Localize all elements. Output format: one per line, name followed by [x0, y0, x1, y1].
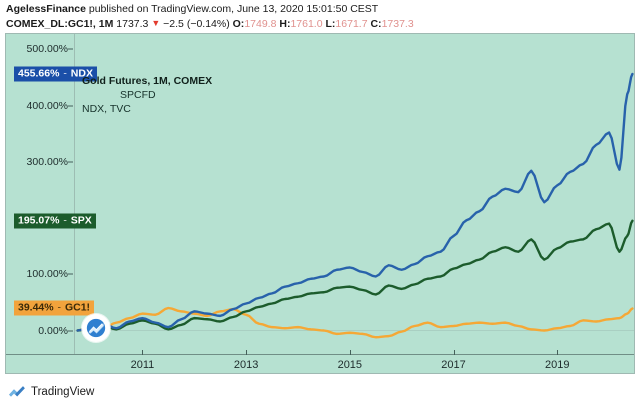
high-key: H: [279, 18, 291, 30]
chart-header: AgelessFinance published on TradingView.… [0, 0, 640, 33]
price-tick-label: 0.00% [38, 324, 68, 337]
price-badge-value: 195.07% [18, 214, 60, 227]
series-line-ndx [76, 72, 634, 332]
time-tick-label: 2017 [441, 359, 466, 371]
price-tick-label: 100.00% [26, 268, 68, 281]
tradingview-logo-icon [9, 385, 25, 396]
price-change: −2.5 (−0.14%) [163, 18, 230, 30]
price-badge-ndx[interactable]: 455.66% - NDX [14, 66, 97, 82]
legend-row-ndx: NDX, TVC [82, 103, 131, 115]
price-badge-symbol: SPX [70, 214, 92, 227]
price-badge-separator: - [60, 67, 70, 80]
price-tick-mark [68, 161, 73, 163]
price-badge-separator: - [54, 301, 64, 314]
price-badge-value: 39.44% [18, 301, 54, 314]
price-tick-label: 400.00% [26, 99, 68, 112]
last-price: 1737.3 [116, 18, 149, 30]
open-key: O: [232, 18, 245, 30]
legend-row-spx: SPCFD [120, 89, 156, 101]
price-tick-mark [68, 105, 73, 106]
price-badge-spx[interactable]: 195.07% - SPX [14, 213, 96, 229]
price-tick-mark [68, 273, 73, 275]
time-tick-mark [142, 350, 144, 355]
plot-background [6, 34, 634, 373]
series-line-gc1 [76, 306, 634, 339]
price-tick-mark [68, 48, 73, 50]
published-text: published on TradingView.com, June 13, 2… [88, 3, 379, 15]
author-name: AgelessFinance [6, 3, 86, 15]
chart-legend: Gold Futures, 1M, COMEX SPCFD NDX, TVC [82, 74, 212, 116]
chart-area[interactable]: 0.00% 100.00% 300.00% 400.00% 500.00% 455.66%… [5, 33, 635, 374]
price-badge-separator: - [60, 214, 70, 227]
high-value: 1761.0 [290, 18, 323, 30]
low-value: 1671.7 [335, 18, 368, 30]
legend-title: Gold Futures, 1M, COMEX [82, 75, 213, 87]
timeframe-label[interactable]: 1M [98, 18, 114, 30]
publication-line: AgelessFinance published on TradingView.… [6, 3, 640, 16]
series-line-spx [76, 219, 634, 332]
tradingview-logo-icon [86, 318, 106, 338]
symbol-quote-line: COMEX_DL:GC1!, 1M 1737.3 ▼ −2.5 (−0.14%)… [6, 17, 640, 31]
time-tick-mark [246, 350, 248, 355]
footer-brand-label: TradingView [31, 385, 95, 398]
time-tick-mark [349, 350, 351, 355]
footer-bar: TradingView [0, 376, 640, 407]
price-tick-label: 500.00% [26, 43, 68, 56]
open-value: 1749.8 [244, 18, 277, 30]
time-scale-divider [6, 354, 634, 355]
price-scale-divider [74, 34, 75, 354]
price-badge-symbol: NDX [70, 67, 93, 80]
time-tick-mark [557, 350, 559, 355]
time-tick-mark [453, 350, 455, 355]
tradingview-watermark-logo [82, 314, 110, 342]
time-tick-label: 2011 [130, 359, 155, 371]
price-badge-symbol: GC1! [64, 301, 91, 314]
time-tick-label: 2019 [544, 359, 570, 371]
price-down-arrow-icon: ▼ [151, 18, 161, 28]
low-key: L: [325, 18, 336, 30]
time-tick-label: 2013 [233, 359, 259, 371]
time-tick-label: 2015 [337, 359, 363, 371]
close-key: C: [370, 18, 382, 30]
price-tick-mark [68, 330, 73, 331]
price-badge-gc1[interactable]: 39.44% - GC1! [14, 300, 95, 316]
close-value: 1737.3 [381, 18, 414, 30]
symbol-ticker[interactable]: COMEX_DL:GC1!, [6, 18, 96, 30]
price-tick-label: 300.00% [26, 155, 68, 168]
price-badge-value: 455.66% [18, 67, 60, 80]
series-plot [75, 72, 634, 339]
